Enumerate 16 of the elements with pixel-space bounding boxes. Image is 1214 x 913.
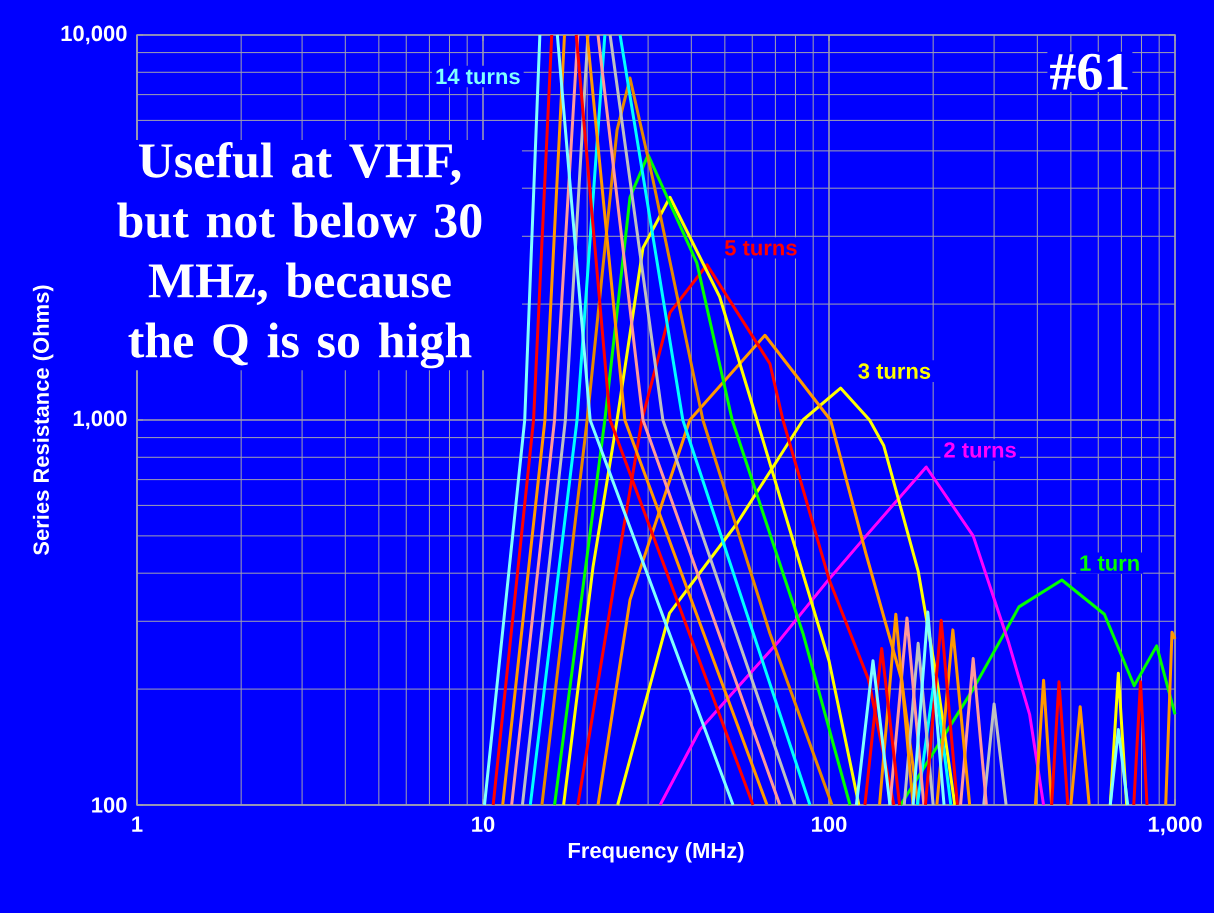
y-tick-label: 10,000 [61, 25, 127, 45]
series-label: 1 turn [1080, 555, 1139, 571]
y-axis-title: Series Resistance (Ohms) [32, 285, 54, 556]
annotation: #61 [1050, 53, 1128, 91]
y-tick-label: 1,000 [73, 410, 127, 430]
x-tick-label: 10 [472, 816, 495, 833]
annotation: Useful at VHF, but not below 30 MHz, because the Q is so high [117, 142, 482, 369]
x-tick-label: 100 [812, 816, 847, 833]
x-tick-label: 1,000 [1148, 816, 1202, 836]
series-label: 14 turns [436, 68, 520, 85]
series-label: 3 turns [858, 363, 931, 379]
series-label: 5 turns [724, 240, 797, 256]
y-tick-label: 100 [92, 797, 127, 813]
series-label: 2 turns [944, 442, 1016, 458]
x-axis-title: Frequency (MHz) [568, 842, 744, 863]
x-tick-label: 1 [132, 816, 143, 832]
